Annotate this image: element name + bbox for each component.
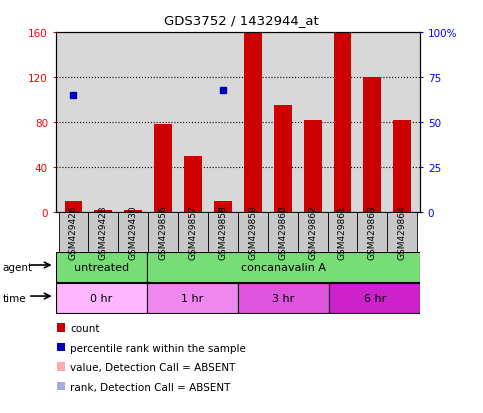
Bar	[268, 213, 298, 252]
Text: GSM429864: GSM429864	[398, 205, 407, 259]
Text: 0 hr: 0 hr	[90, 293, 112, 304]
Bar	[56, 252, 147, 282]
Text: GSM429858: GSM429858	[218, 205, 227, 260]
Bar	[56, 283, 147, 313]
Text: rank, Detection Call = ABSENT: rank, Detection Call = ABSENT	[70, 382, 230, 392]
Bar	[357, 213, 387, 252]
Text: 1 hr: 1 hr	[181, 293, 203, 304]
Bar	[147, 252, 420, 282]
Bar	[57, 324, 65, 332]
Text: time: time	[2, 293, 26, 303]
Bar	[148, 213, 178, 252]
Bar	[65, 202, 83, 213]
Text: GSM429861: GSM429861	[338, 205, 347, 260]
Bar	[154, 125, 172, 213]
Text: 3 hr: 3 hr	[272, 293, 295, 304]
Bar	[329, 283, 420, 313]
Text: untreated: untreated	[73, 262, 128, 273]
Bar	[88, 213, 118, 252]
Bar	[274, 106, 292, 213]
Bar	[208, 213, 238, 252]
Text: GDS3752 / 1432944_at: GDS3752 / 1432944_at	[164, 14, 319, 27]
Bar	[214, 202, 232, 213]
Text: GSM429428: GSM429428	[99, 205, 108, 259]
Bar	[334, 33, 352, 213]
Text: GSM429857: GSM429857	[188, 205, 198, 260]
Text: GSM429426: GSM429426	[69, 205, 78, 259]
Bar	[94, 211, 113, 213]
Text: GSM429859: GSM429859	[248, 205, 257, 260]
Bar	[238, 283, 329, 313]
Text: value, Detection Call = ABSENT: value, Detection Call = ABSENT	[70, 362, 235, 372]
Text: GSM429430: GSM429430	[129, 205, 138, 259]
Text: GSM429856: GSM429856	[158, 205, 168, 260]
Bar	[58, 213, 88, 252]
Bar	[304, 121, 322, 213]
Text: 6 hr: 6 hr	[364, 293, 386, 304]
Text: GSM429860: GSM429860	[278, 205, 287, 260]
Bar	[57, 343, 65, 351]
Bar	[393, 121, 411, 213]
Bar	[57, 382, 65, 390]
Text: GSM429862: GSM429862	[308, 205, 317, 259]
Text: concanavalin A: concanavalin A	[241, 262, 326, 273]
Text: GSM429863: GSM429863	[368, 205, 377, 260]
Bar	[387, 213, 417, 252]
Bar	[124, 211, 142, 213]
Bar	[363, 78, 382, 213]
Bar	[184, 157, 202, 213]
Bar	[178, 213, 208, 252]
Bar	[238, 213, 268, 252]
Bar	[298, 213, 327, 252]
Bar	[57, 363, 65, 371]
Text: agent: agent	[2, 263, 32, 273]
Bar	[244, 33, 262, 213]
Bar	[327, 213, 357, 252]
Text: count: count	[70, 323, 99, 333]
Bar	[118, 213, 148, 252]
Text: percentile rank within the sample: percentile rank within the sample	[70, 343, 246, 353]
Bar	[147, 283, 238, 313]
